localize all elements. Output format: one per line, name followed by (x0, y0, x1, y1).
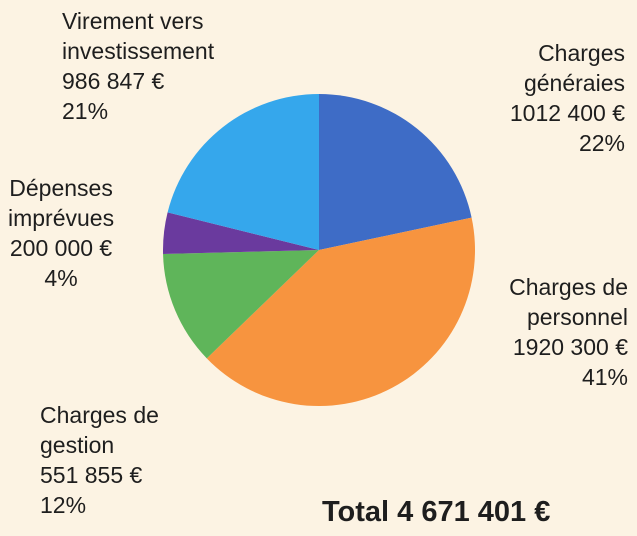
category-label: Virement vers investissement (62, 8, 215, 64)
pie-slice (167, 94, 319, 250)
category-label: Charges généraies (523, 40, 625, 96)
value-label: 1012 400 € (509, 100, 625, 126)
value-label: 551 855 € (40, 462, 143, 488)
slice-label: Dépenses imprévues 200 000 € 4% (8, 173, 114, 293)
value-label: 200 000 € (9, 235, 113, 261)
percent-label: 22% (578, 130, 625, 156)
value-label: 1920 300 € (512, 334, 628, 360)
slice-label: Charges de gestion 551 855 € 12% (40, 400, 159, 520)
slice-label: Charges généraies 1012 400 € 22% (510, 38, 625, 158)
slice-label: Charges de personnel 1920 300 € 41% (509, 272, 628, 392)
category-label: Dépenses imprévues (8, 175, 115, 231)
value-label: 986 847 € (62, 68, 165, 94)
percent-label: 12% (40, 492, 87, 518)
pie-slice (319, 94, 472, 250)
percent-label: 4% (44, 265, 78, 291)
percent-label: 21% (62, 98, 109, 124)
pie-slice (162, 212, 319, 254)
total: Total 4 671 401 € (322, 496, 551, 528)
slice-label: Virement vers investissement 986 847 € 21% (62, 6, 214, 126)
percent-label: 41% (581, 364, 628, 390)
category-label: Charges de gestion (40, 402, 159, 458)
pie-slice (163, 250, 319, 359)
pie-slice (206, 217, 475, 406)
category-label: Charges de personnel (509, 274, 628, 330)
